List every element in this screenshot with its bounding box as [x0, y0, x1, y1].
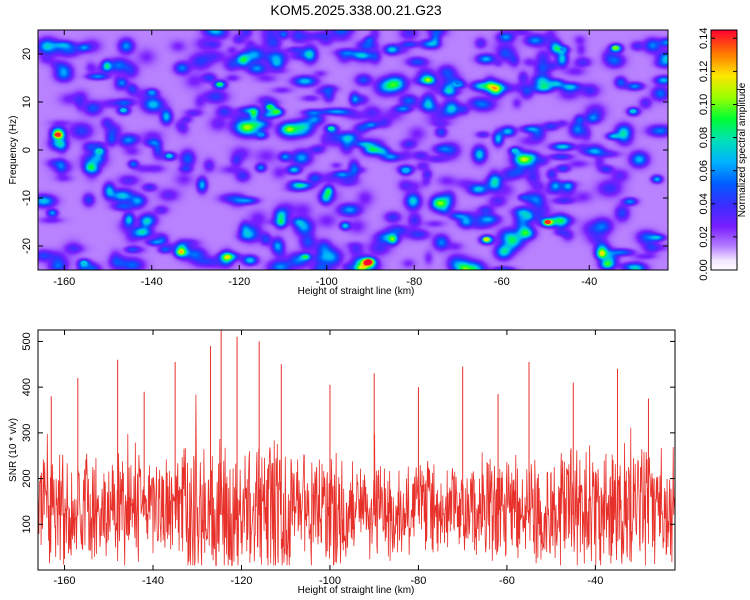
spectrogram-heatmap: [38, 30, 668, 270]
snr-y-ticks: 100 200 300 400 500: [21, 332, 675, 533]
spectrogram-peak-17: [148, 90, 155, 95]
spectrogram-x-tick-label: -140: [141, 276, 163, 288]
spectrogram-peak-18: [454, 80, 462, 85]
spectrogram-peak-7: [216, 82, 223, 87]
spectrogram-x-tick-label: -100: [316, 276, 338, 288]
spectrogram-x-tick-label: -160: [53, 276, 75, 288]
spectrogram-x-axis-label: Height of straight line (km): [298, 286, 415, 297]
colorbar-tick-label: 0.04: [698, 193, 710, 214]
spectrogram-y-axis-label: Frequency (Hz): [8, 116, 19, 185]
spectrogram-peak-11: [120, 108, 127, 113]
snr-frame: [37, 329, 676, 571]
spectrogram-x-tick-label: -40: [581, 276, 597, 288]
snr-panel: -160 -140 -120 -100 -80 -60 -40 100 200 300 400 50…: [8, 329, 676, 596]
spectrogram-peak-9: [166, 153, 173, 158]
snr-x-tick-label: -80: [410, 575, 426, 587]
snr-x-tick-label: -120: [230, 575, 252, 587]
spectrogram-peak-2: [544, 220, 551, 224]
spectrogram-peak-8: [327, 126, 335, 131]
spectrogram-y-tick-label: 10: [21, 96, 33, 108]
snr-x-tick-label: -40: [587, 575, 603, 587]
spectrogram-peak-1: [365, 259, 372, 264]
snr-x-ticks: -160 -140 -120 -100 -80 -60 -40: [54, 330, 603, 587]
snr-series-line: [38, 394, 675, 566]
colorbar-tick-label: 0.10: [698, 94, 710, 115]
spectrogram-peak-14: [629, 109, 637, 114]
spectrogram-peaks: [54, 45, 637, 265]
snr-y-tick-label: 100: [21, 515, 33, 533]
spectrogram-peak-16: [257, 132, 265, 137]
snr-x-tick-label: -140: [142, 575, 164, 587]
spectrogram-y-tick-label: -10: [21, 190, 33, 206]
spectrogram-peak-19: [559, 47, 567, 52]
spectrogram-peak-15: [402, 168, 409, 173]
spectrogram-y-ticks: -20 -10 0 10 20: [21, 48, 668, 254]
spectrogram-peak-12: [80, 260, 88, 265]
colorbar-tick-label: 0.00: [698, 259, 710, 280]
spectrogram-peak-5: [273, 109, 280, 114]
snr-x-tick-label: -100: [319, 575, 341, 587]
snr-x-tick-label: -60: [499, 575, 515, 587]
colorbar-label: Normalized spectral amplitude: [737, 82, 748, 217]
snr-y-tick-label: 200: [21, 469, 33, 487]
spectrogram-peak-0: [54, 132, 61, 137]
snr-peak-lines: [50, 330, 649, 516]
snr-y-tick-label: 500: [21, 332, 33, 350]
spectrogram-y-tick-label: -20: [21, 238, 33, 254]
colorbar-gradient: [710, 29, 738, 271]
spectrogram-y-tick-label: 0: [21, 147, 33, 153]
colorbar-tick-label: 0.12: [698, 61, 710, 82]
spectrogram-peak-4: [612, 45, 619, 50]
spectrogram-x-tick-label: -60: [494, 276, 510, 288]
spectrogram-y-tick-label: 20: [21, 48, 33, 60]
colorbar: 0.00 0.02 0.04 0.06 0.08 0.10 0.12 0.14 Normali…: [698, 28, 748, 281]
colorbar-ticks: 0.00 0.02 0.04 0.06 0.08 0.10 0.12 0.14: [698, 28, 737, 281]
spectrogram-peak-6: [266, 104, 274, 109]
spectrogram-x-tick-label: -120: [228, 276, 250, 288]
spectrogram-peak-3: [483, 237, 490, 242]
spectrogram-peak-10: [96, 148, 103, 153]
spectrogram-x-ticks: -160 -140 -120 -100 -80 -60 -40: [53, 30, 597, 288]
snr-x-tick-label: -160: [54, 575, 76, 587]
colorbar-tick-label: 0.02: [698, 226, 710, 247]
colorbar-tick-label: 0.08: [698, 127, 710, 148]
snr-y-tick-label: 400: [21, 378, 33, 396]
chart-title: KOM5.2025.338.00.21.G23: [270, 2, 441, 18]
colorbar-tick-label: 0.14: [698, 28, 710, 49]
spectrogram-peak-13: [511, 148, 519, 153]
spectrogram-x-tick-label: -80: [406, 276, 422, 288]
colorbar-tick-label: 0.06: [698, 160, 710, 181]
snr-y-axis-label: SNR (10 * v/v): [8, 418, 19, 482]
snr-y-tick-label: 300: [21, 424, 33, 442]
snr-x-axis-label: Height of straight line (km): [298, 585, 415, 596]
